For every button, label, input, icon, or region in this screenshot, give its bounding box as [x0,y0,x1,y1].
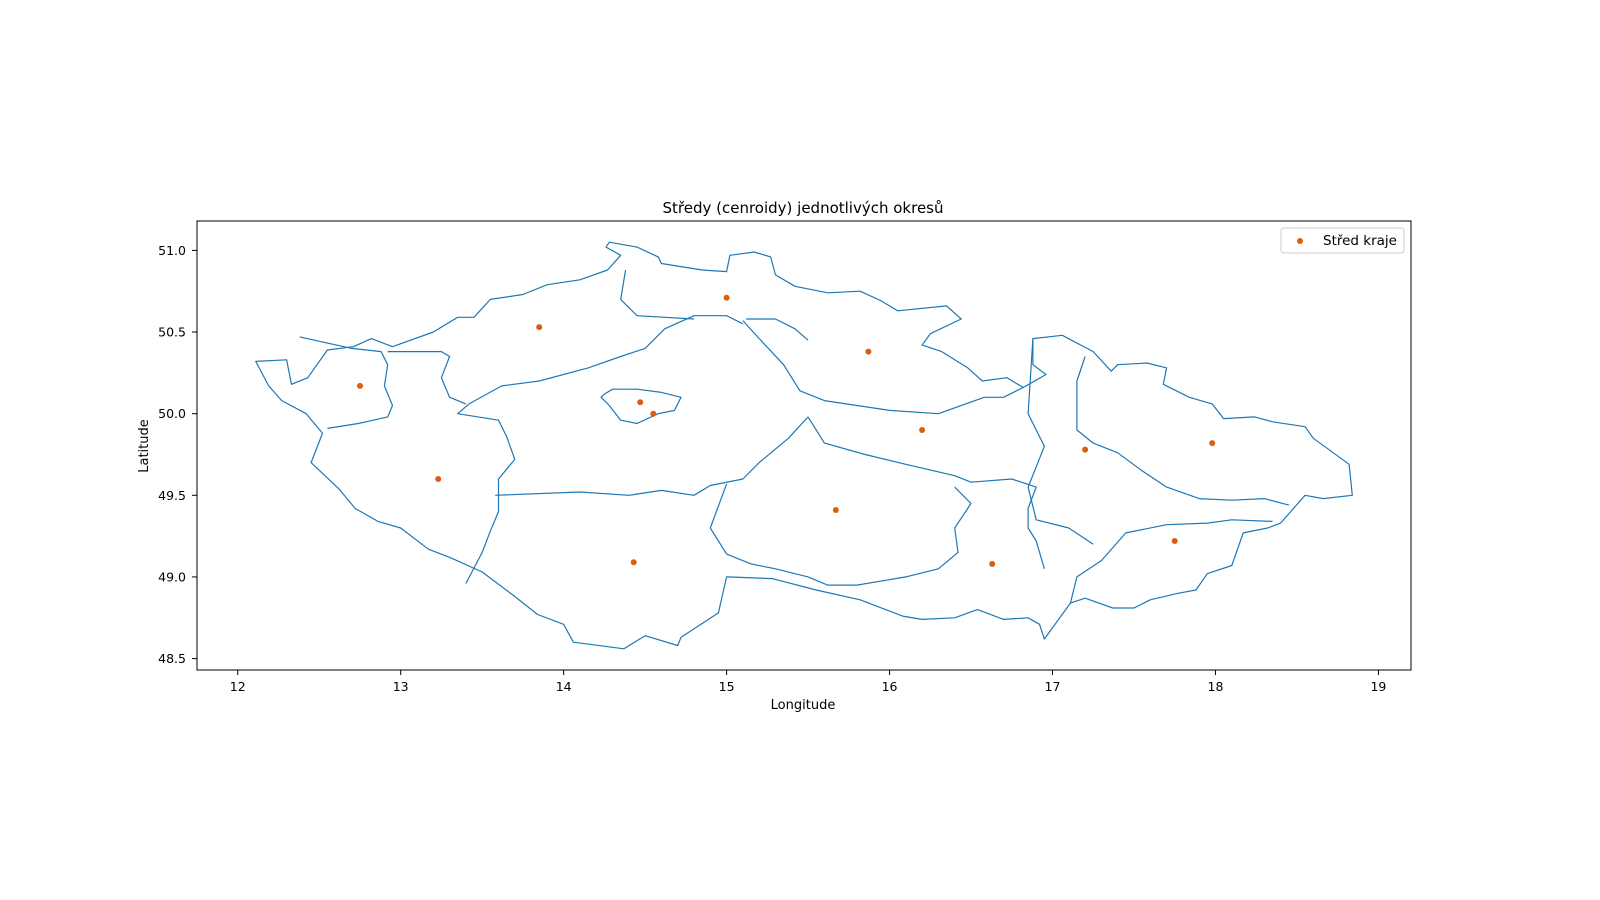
centroid-point [865,348,872,355]
y-tick-label: 50.5 [158,325,186,340]
y-tick-label: 48.5 [158,651,186,666]
centroid-point [919,427,926,433]
prague-outline [600,388,682,425]
centroid-point [630,559,637,566]
centroid-point [989,560,996,567]
x-axis: 12 13 14 15 16 17 18 19 [230,670,1386,694]
map-boundaries [255,241,1353,650]
y-tick-label: 49.0 [158,569,186,584]
plot-area [255,241,1353,650]
centroid-points [357,294,1216,567]
x-tick-label: 16 [882,679,898,694]
centroid-point [832,507,839,513]
x-axis-label: Longitude [771,698,836,713]
legend: Střed kraje [1280,227,1405,254]
region-border [746,318,809,341]
x-tick-label: 18 [1208,679,1224,694]
centroid-point [1171,538,1178,544]
centroid-point [357,382,363,389]
region-border [807,416,1045,569]
centroid-point [536,324,543,331]
region-border [1069,519,1273,604]
centroid-point [723,294,730,301]
region-border [457,403,516,584]
y-tick-label: 49.5 [158,488,186,503]
legend-label: Střed kraje [1323,233,1397,249]
x-tick-label: 19 [1370,679,1386,694]
legend-marker [1297,238,1303,244]
region-border [620,269,695,320]
chart-title: Středy (cenroidy) jednotlivých okresů [662,199,943,217]
region-border [468,315,744,405]
centroid-point [637,399,644,406]
centroid-point [650,410,657,417]
x-tick-label: 14 [556,679,572,694]
centroid-point [1082,446,1089,453]
country-outline [255,241,1353,650]
axes-frame [196,220,1412,671]
x-tick-label: 13 [393,679,409,694]
region-border [299,336,394,429]
x-tick-label: 15 [719,679,735,694]
region-border [1027,338,1094,545]
region-border [742,320,1024,415]
y-axis: 48.5 49.0 49.5 50.0 50.5 51.0 [158,243,197,666]
y-axis-label: Latitude [137,419,152,473]
region-border [709,483,972,586]
region-border [495,416,809,496]
x-tick-label: 12 [230,679,246,694]
centroid-point [435,476,442,482]
region-border [1076,356,1289,506]
region-border [387,351,467,405]
y-tick-label: 50.0 [158,406,186,421]
legend-frame [1280,227,1405,254]
y-tick-label: 51.0 [158,243,186,258]
centroid-point [1209,440,1216,447]
x-tick-label: 17 [1045,679,1061,694]
